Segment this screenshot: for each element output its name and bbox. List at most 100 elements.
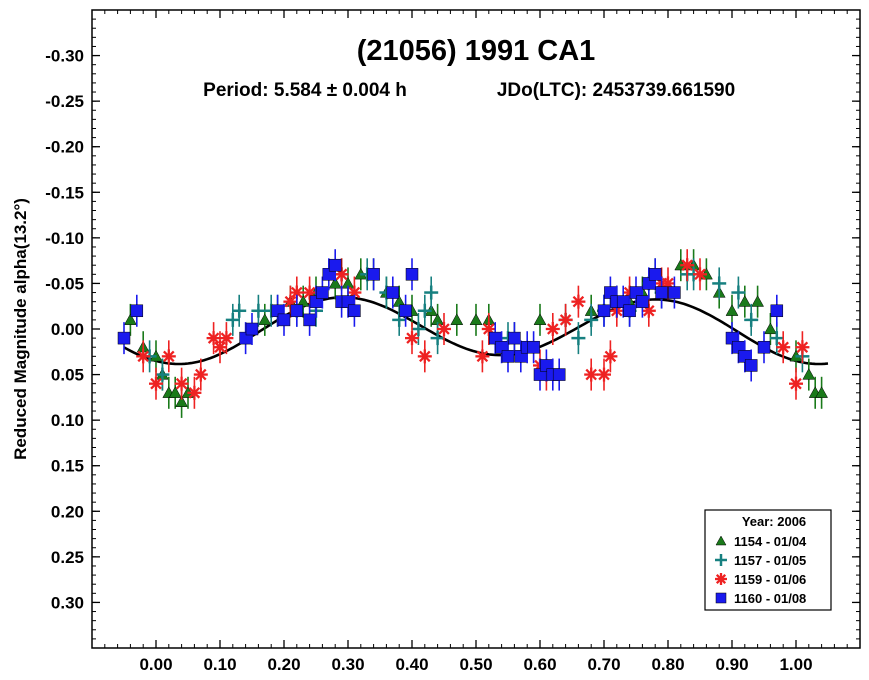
y-tick-label: -0.15 bbox=[45, 183, 84, 202]
data-point-square bbox=[367, 268, 380, 281]
y-tick-label: 0.00 bbox=[51, 320, 84, 339]
data-point-square bbox=[277, 313, 291, 327]
data-point-square bbox=[130, 304, 144, 318]
data-point-square bbox=[597, 304, 611, 318]
legend-marker-triangle bbox=[715, 535, 727, 546]
data-point-triangle bbox=[802, 368, 816, 380]
y-tick-label: 0.25 bbox=[51, 548, 84, 567]
data-point-plus bbox=[424, 285, 439, 300]
legend-title: Year: 2006 bbox=[742, 514, 806, 529]
data-point-plus bbox=[430, 331, 445, 346]
data-point-asterisk bbox=[206, 331, 221, 346]
y-tick-label: 0.20 bbox=[51, 502, 84, 521]
data-point-square bbox=[648, 268, 662, 281]
x-tick-label: 0.10 bbox=[203, 655, 236, 674]
data-point-asterisk bbox=[693, 267, 707, 282]
y-tick-label: 0.30 bbox=[51, 593, 84, 612]
y-tick-label: -0.10 bbox=[45, 229, 84, 248]
legend-entry-label: 1157 - 01/05 bbox=[734, 553, 806, 568]
data-points-layer bbox=[117, 249, 829, 418]
data-point-triangle bbox=[258, 313, 272, 325]
chart-title: (21056) 1991 CA1 bbox=[357, 35, 596, 67]
data-point-asterisk bbox=[584, 367, 599, 382]
data-point-plus bbox=[251, 303, 266, 318]
x-axis-tick-labels: 0.00 0.10 0.20 0.30 0.40 0.50 0.60 0.70 0.80 0.90… bbox=[139, 655, 812, 674]
data-point-square bbox=[501, 350, 515, 363]
data-point-asterisk bbox=[405, 331, 419, 346]
data-point-asterisk bbox=[213, 340, 227, 355]
data-point-square bbox=[405, 268, 419, 281]
data-point-square bbox=[623, 304, 636, 318]
x-tick-label: 1.00 bbox=[779, 655, 812, 674]
legend-marker-asterisk bbox=[715, 573, 727, 585]
data-point-asterisk bbox=[193, 367, 208, 382]
data-point-square bbox=[527, 340, 540, 354]
legend-entry-label: 1154 - 01/04 bbox=[734, 534, 807, 549]
chart-subtitle-period: Period: 5.584 ± 0.004 h bbox=[203, 80, 407, 101]
data-point-square bbox=[770, 304, 784, 318]
data-point-triangle bbox=[763, 322, 777, 335]
data-point-square bbox=[552, 368, 566, 381]
data-point-plus bbox=[744, 312, 759, 327]
data-point-plus bbox=[392, 312, 407, 327]
legend-entry-label: 1160 - 01/08 bbox=[734, 591, 806, 606]
y-tick-label: 0.05 bbox=[51, 366, 84, 385]
y-tick-label: -0.05 bbox=[45, 274, 84, 293]
data-point-asterisk bbox=[475, 349, 490, 364]
data-point-square bbox=[117, 331, 131, 345]
data-point-asterisk bbox=[603, 349, 618, 364]
data-point-plus bbox=[232, 303, 247, 318]
data-point-asterisk bbox=[597, 367, 611, 382]
data-point-asterisk bbox=[795, 340, 810, 355]
data-point-square bbox=[316, 286, 329, 299]
legend-entries: 1154 - 01/04 1157 - 01/05 1159 - 01/06 1160… bbox=[715, 534, 807, 606]
data-point-asterisk bbox=[545, 322, 560, 336]
data-point-asterisk bbox=[219, 331, 234, 346]
data-point-square bbox=[399, 304, 412, 318]
legend-marker-square bbox=[715, 592, 727, 604]
data-point-triangle bbox=[168, 386, 182, 398]
data-point-square bbox=[757, 340, 771, 354]
x-tick-label: 0.40 bbox=[395, 655, 428, 674]
x-tick-label: 0.00 bbox=[139, 655, 172, 674]
data-point-asterisk bbox=[558, 312, 573, 327]
data-point-plus bbox=[712, 276, 727, 291]
data-point-plus bbox=[731, 285, 746, 300]
data-point-square bbox=[636, 295, 649, 308]
data-point-square bbox=[348, 304, 361, 318]
legend-marker-plus bbox=[715, 554, 727, 566]
data-point-square bbox=[655, 286, 668, 299]
data-point-triangle bbox=[469, 313, 483, 325]
data-point-plus bbox=[769, 331, 784, 346]
data-point-asterisk bbox=[417, 349, 432, 364]
y-tick-label: -0.30 bbox=[45, 47, 84, 66]
data-point-asterisk bbox=[680, 258, 695, 273]
data-point-square bbox=[245, 322, 259, 336]
data-point-triangle bbox=[738, 295, 752, 307]
legend: Year: 2006 1154 - 01/04 1157 - 01/05 1159 … bbox=[704, 509, 832, 611]
data-point-asterisk bbox=[149, 376, 163, 391]
data-point-triangle bbox=[533, 313, 547, 325]
data-point-asterisk bbox=[136, 349, 151, 364]
y-tick-label: -0.25 bbox=[45, 92, 84, 111]
data-point-asterisk bbox=[437, 322, 451, 336]
y-tick-label: -0.20 bbox=[45, 138, 84, 157]
y-axis-label: Reduced Magnitude alpha(13.2°) bbox=[11, 198, 30, 460]
x-tick-label: 0.70 bbox=[587, 655, 620, 674]
data-point-triangle bbox=[175, 395, 189, 407]
x-tick-label: 0.30 bbox=[331, 655, 364, 674]
data-point-square bbox=[328, 258, 342, 272]
data-point-square bbox=[508, 331, 521, 345]
data-point-square bbox=[386, 286, 400, 299]
data-point-square bbox=[668, 286, 681, 299]
data-point-asterisk bbox=[571, 294, 586, 309]
y-tick-label: 0.15 bbox=[51, 457, 84, 476]
data-point-plus bbox=[225, 312, 240, 327]
data-point-plus bbox=[417, 303, 432, 318]
legend-entry-label: 1159 - 01/06 bbox=[734, 572, 806, 587]
data-point-triangle bbox=[296, 295, 310, 307]
axis-ticks bbox=[91, 9, 861, 649]
x-tick-label: 0.20 bbox=[267, 655, 300, 674]
data-point-asterisk bbox=[187, 385, 202, 400]
